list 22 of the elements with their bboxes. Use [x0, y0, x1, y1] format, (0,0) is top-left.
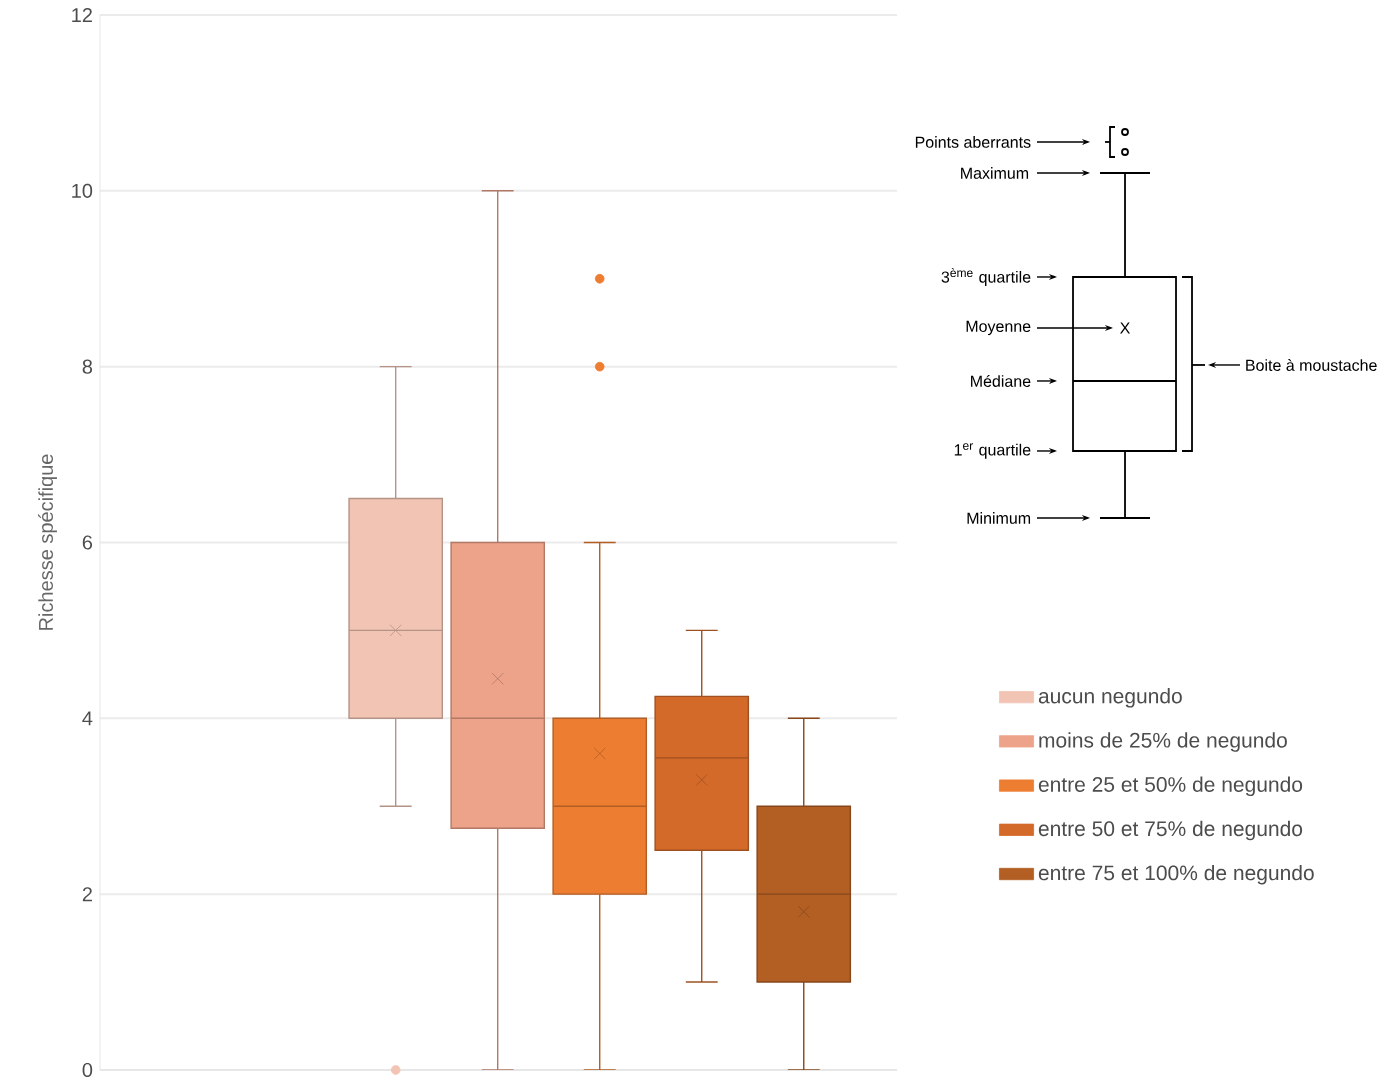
y-tick-label: 2 — [82, 887, 92, 902]
y-tick-label: 10 — [72, 183, 93, 198]
text: 3$^{ème}$ quartile — [941, 268, 1031, 286]
y-tick-label: 0 — [82, 1062, 93, 1078]
text: Moyenne — [966, 320, 1031, 336]
text: Maximum — [961, 167, 1029, 179]
legend-label: entre 50 et 75% de negundo — [1038, 820, 1303, 841]
y-tick-label: 8 — [82, 359, 93, 374]
y-tick-label: 12 — [72, 8, 92, 22]
text: Minimum — [967, 512, 1031, 524]
text: Boite à moustache — [1246, 359, 1377, 371]
y-tick-label: 4 — [82, 711, 93, 726]
legend-label: moins de 25% de negundo — [1039, 732, 1287, 752]
legend-label: entre 25 et 50% de negundo — [1038, 776, 1303, 797]
legend-label: aucun negundo — [1038, 688, 1182, 708]
text: Points aberrants — [915, 136, 1031, 148]
legend-label: entre 75 et 100% de negundo — [1038, 864, 1314, 885]
text: X — [1120, 322, 1130, 334]
text: 1$^{er}$ quartile — [954, 443, 1031, 459]
text: Médiane — [971, 375, 1031, 387]
y-axis-title: Richesse spécifique — [38, 454, 57, 630]
y-tick-label: 6 — [82, 535, 93, 550]
